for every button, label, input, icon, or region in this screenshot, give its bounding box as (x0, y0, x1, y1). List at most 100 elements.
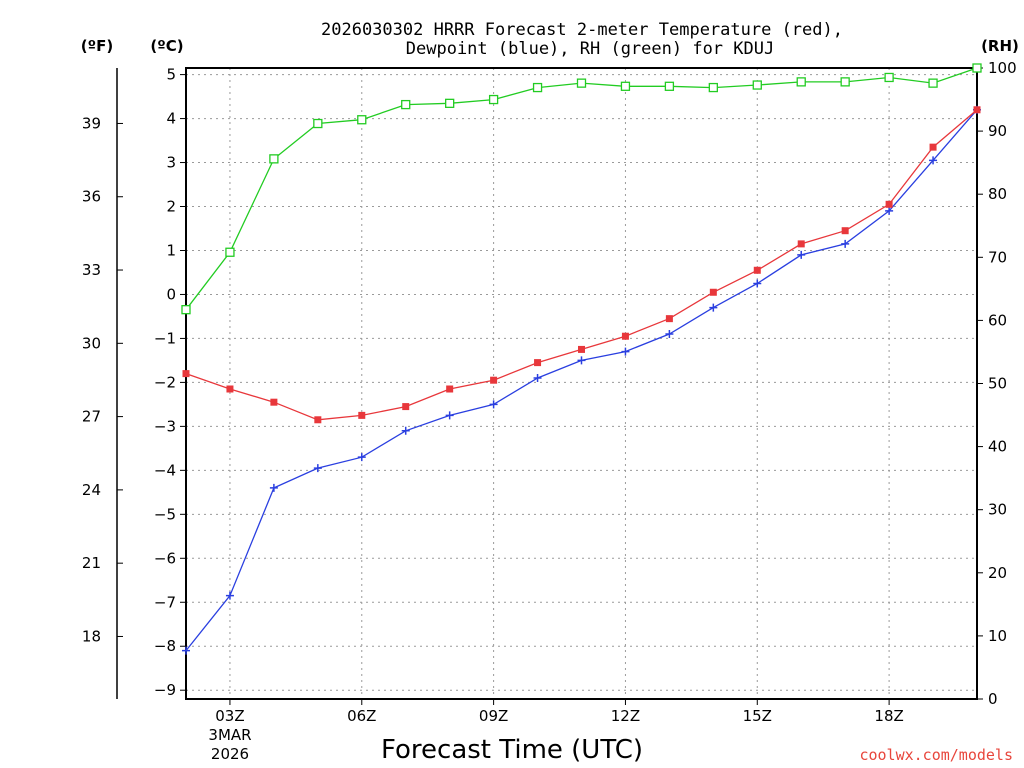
dewpoint-point (313, 464, 322, 473)
dewpoint-point (445, 411, 454, 420)
rh-point (620, 81, 631, 91)
celsius-tick-label: −1 (154, 329, 176, 347)
celsius-axis: 5 4 3 2 1 0 −1 −2 −3 −4 −5 −6 −7 −8 −9 (154, 66, 186, 699)
x-tick-label: 03Z (215, 707, 244, 725)
celsius-tick-label: −7 (154, 593, 176, 611)
rh-point (884, 72, 894, 83)
temperature-point (929, 143, 937, 151)
temperature-point (226, 385, 234, 393)
rh-unit-label: (RH) (981, 37, 1019, 55)
x-axis-label: Forecast Time (UTC) (381, 735, 643, 765)
rh-point (796, 77, 806, 87)
rh-tick-label: 90 (988, 122, 1007, 140)
dewpoint-point (269, 483, 278, 492)
temperature-point (973, 106, 981, 114)
celsius-tick-label: −5 (154, 505, 176, 523)
celsius-tick-label: −8 (154, 637, 176, 655)
temperature-point (709, 288, 717, 296)
temperature-point (270, 398, 278, 406)
celsius-tick-label: −2 (154, 373, 176, 391)
chart-title-line2: Dewpoint (blue), RH (green) for KDUJ (406, 39, 774, 59)
rh-point (269, 154, 279, 164)
fahrenheit-tick-label: 39 (82, 114, 101, 132)
celsius-tick-label: 3 (166, 154, 176, 172)
x-tick-label: 18Z (874, 707, 903, 725)
rh-tick-label: 10 (988, 627, 1007, 645)
rh-point (752, 80, 762, 90)
rh-point (181, 305, 191, 315)
temperature-point (314, 416, 322, 424)
celsius-tick-label: −9 (154, 681, 176, 699)
temperature-point (665, 315, 673, 323)
temperature-point (753, 266, 761, 274)
dewpoint-point (533, 374, 542, 383)
x-tick-label: 15Z (743, 707, 772, 725)
celsius-tick-label: 0 (166, 285, 176, 303)
series-layer (181, 63, 982, 655)
fahrenheit-tick-label: 27 (82, 408, 101, 426)
dewpoint-point (709, 303, 718, 312)
fahrenheit-tick-label: 18 (82, 627, 101, 645)
rh-tick-label: 80 (988, 185, 1007, 203)
rh-point (357, 115, 367, 125)
x-tick-label: 09Z (479, 707, 508, 725)
rh-point (532, 82, 543, 93)
rh-point (972, 63, 982, 73)
celsius-unit-label: (ºC) (150, 37, 183, 55)
rh-point (708, 82, 718, 93)
dewpoint-point (182, 646, 190, 655)
rh-tick-label: 40 (988, 438, 1007, 456)
temperature-point (621, 332, 629, 340)
date-label-year: 2026 (211, 745, 249, 763)
rh-point (928, 78, 938, 88)
fahrenheit-tick-label: 36 (82, 188, 101, 206)
dewpoint-point (401, 426, 410, 435)
time-axis: 03Z 06Z 09Z 12Z 15Z 18Z (215, 699, 904, 725)
dewpoint-point (797, 250, 806, 259)
rh-point (488, 94, 499, 105)
rh-point (840, 77, 850, 87)
temperature-point (534, 359, 542, 367)
fahrenheit-tick-label: 33 (82, 261, 101, 279)
temperature-point (402, 403, 410, 411)
rh-tick-label: 0 (988, 690, 998, 708)
dewpoint-series (182, 105, 981, 655)
fahrenheit-tick-label: 21 (82, 554, 101, 572)
fahrenheit-unit-label: (ºF) (81, 37, 113, 55)
dewpoint-point (489, 400, 498, 409)
temperature-point (182, 370, 190, 378)
temperature-point (490, 376, 498, 384)
rh-series (181, 63, 982, 315)
dewpoint-point (225, 591, 234, 600)
rh-tick-label: 60 (988, 311, 1007, 329)
temperature-point (841, 227, 849, 235)
dewpoint-point (357, 453, 366, 462)
dewpoint-point (665, 330, 674, 339)
celsius-tick-label: −3 (154, 417, 176, 435)
rh-tick-label: 30 (988, 501, 1007, 519)
x-tick-label: 12Z (611, 707, 640, 725)
dewpoint-point (841, 239, 850, 248)
temperature-point (797, 240, 805, 248)
rh-point (401, 99, 411, 110)
celsius-tick-label: 5 (166, 66, 176, 84)
celsius-tick-label: −6 (154, 549, 176, 567)
rh-point (664, 81, 675, 91)
fahrenheit-tick-label: 30 (82, 334, 101, 352)
dewpoint-point (929, 156, 938, 165)
credit-text: coolwx.com/models (859, 746, 1013, 764)
celsius-tick-label: 1 (166, 241, 176, 259)
x-tick-label: 06Z (347, 707, 376, 725)
rh-point (313, 118, 323, 129)
date-label-month: 3MAR (208, 726, 251, 744)
dewpoint-point (577, 356, 586, 365)
rh-tick-label: 20 (988, 564, 1007, 582)
fahrenheit-tick-label: 24 (82, 481, 101, 499)
temperature-point (358, 411, 366, 419)
temperature-series (182, 106, 981, 424)
temperature-point (578, 345, 585, 353)
celsius-tick-label: 4 (166, 110, 176, 128)
temperature-point (885, 200, 893, 208)
